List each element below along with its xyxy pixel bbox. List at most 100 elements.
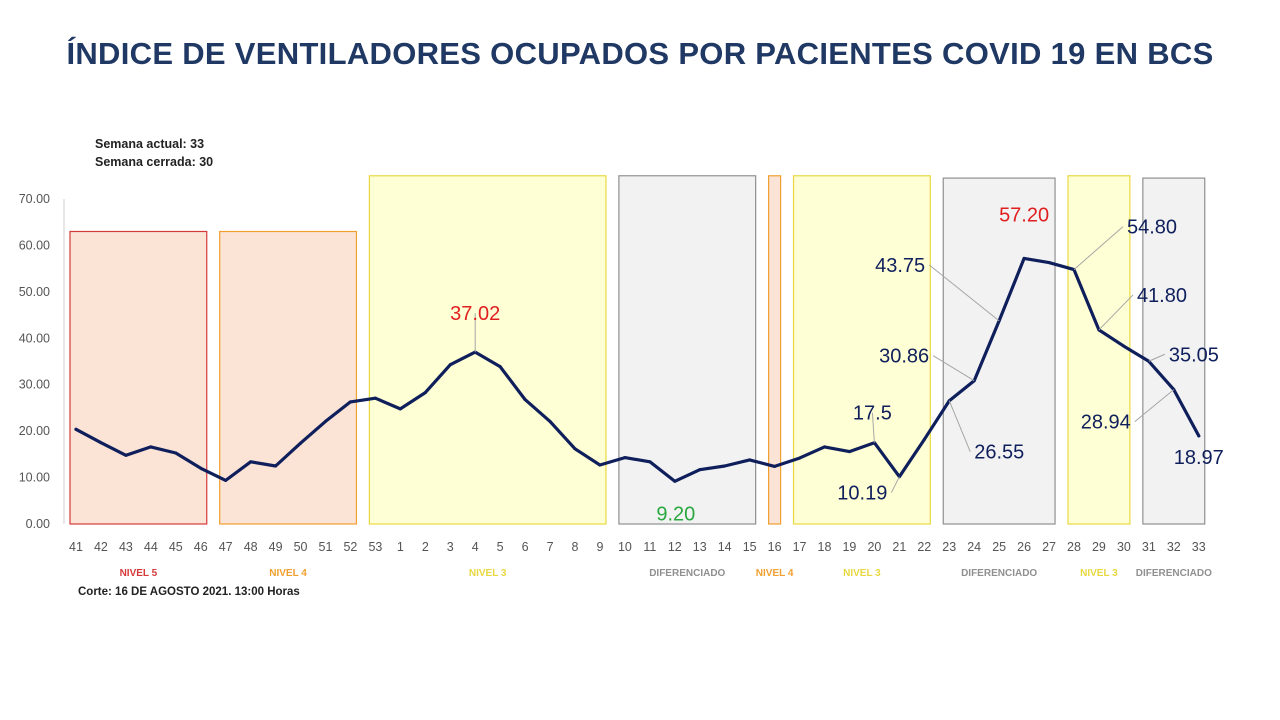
data-label-26: 57.20 — [999, 204, 1049, 226]
data-point — [1022, 256, 1026, 260]
x-tick-label: 28 — [1067, 540, 1081, 554]
data-label-4: 37.02 — [450, 303, 500, 325]
y-tick-label: 0.00 — [26, 517, 50, 531]
data-point — [199, 466, 203, 470]
data-point — [748, 458, 752, 462]
x-tick-label: 41 — [69, 540, 83, 554]
x-tick-label: 6 — [522, 540, 529, 554]
zone-diferenciado-6 — [942, 177, 1056, 525]
data-label-29: 41.80 — [1137, 285, 1187, 307]
x-tick-label: 45 — [169, 540, 183, 554]
leader-line-10 — [1148, 353, 1166, 362]
data-point — [573, 447, 577, 451]
zone-diferenciado-8 — [1142, 177, 1206, 525]
zones-layer — [69, 175, 1206, 525]
x-tick-label: 18 — [818, 540, 832, 554]
data-point — [224, 478, 228, 482]
zone-nivel5-0 — [69, 230, 208, 525]
data-label-24: 30.86 — [879, 346, 929, 368]
zone-nivel3-7 — [1067, 175, 1131, 525]
x-tick-label: 46 — [194, 540, 208, 554]
zone-nivel3-2 — [368, 175, 607, 525]
line-layer — [74, 256, 1201, 483]
data-point — [398, 407, 402, 411]
leader-line-7 — [928, 264, 1000, 322]
leader-line-4 — [890, 476, 900, 493]
x-tick-label: 3 — [447, 540, 454, 554]
zone-label-4: NIVEL 4 — [756, 568, 794, 579]
leader-line-11 — [1134, 389, 1175, 423]
x-tick-label: 14 — [718, 540, 732, 554]
y-tick-label: 20.00 — [19, 424, 50, 438]
data-label-21: 10.19 — [837, 483, 887, 505]
x-tick-label: 9 — [596, 540, 603, 554]
leader-line-6 — [948, 400, 971, 452]
leader-line-8 — [1073, 226, 1124, 270]
data-label-20: 17.5 — [853, 403, 892, 425]
data-label-12: 9.20 — [656, 503, 695, 525]
x-tick-label: 1 — [397, 540, 404, 554]
x-tick-label: 21 — [892, 540, 906, 554]
leader-line-3 — [871, 412, 875, 443]
x-tick-label: 24 — [967, 540, 981, 554]
x-tick-label: 20 — [867, 540, 881, 554]
data-point — [1197, 434, 1201, 438]
label-layer: NIVEL 5 NIVEL 4 NIVEL 3 DIFERENCIADO NIVEL 4… — [120, 204, 1224, 579]
data-point — [598, 463, 602, 467]
x-tick-label: 48 — [244, 540, 258, 554]
x-tick-label: 42 — [94, 540, 108, 554]
zone-label-8: DIFERENCIADO — [1136, 568, 1212, 579]
zone-label-1: NIVEL 4 — [269, 568, 307, 579]
zone-label-7: NIVEL 3 — [1080, 568, 1118, 579]
data-point — [723, 464, 727, 468]
data-point — [149, 445, 153, 449]
zone-label-0: NIVEL 5 — [120, 568, 158, 579]
x-tick-label: 44 — [144, 540, 158, 554]
x-tick-label: 51 — [319, 540, 333, 554]
data-point — [548, 419, 552, 423]
data-label-25: 43.75 — [875, 255, 925, 277]
data-label-31: 35.05 — [1169, 344, 1219, 366]
y-tick-label: 40.00 — [19, 331, 50, 345]
zone-diferenciado-3 — [618, 175, 757, 525]
x-tick-label: 47 — [219, 540, 233, 554]
x-tick-label: 29 — [1092, 540, 1106, 554]
x-tick-label: 52 — [343, 540, 357, 554]
data-point — [847, 450, 851, 454]
x-tick-label: 16 — [768, 540, 782, 554]
x-tick-label: 10 — [618, 540, 632, 554]
x-tick-label: 43 — [119, 540, 133, 554]
data-point — [373, 396, 377, 400]
data-label-33: 18.97 — [1174, 447, 1224, 469]
x-tick-label: 53 — [368, 540, 382, 554]
data-point — [99, 441, 103, 445]
x-tick-label: 15 — [743, 540, 757, 554]
x-tick-label: 8 — [572, 540, 579, 554]
chart-title: ÍNDICE DE VENTILADORES OCUPADOS POR PACI… — [66, 36, 1214, 71]
data-point — [324, 419, 327, 423]
y-tick-label: 10.00 — [19, 471, 50, 485]
data-point — [423, 391, 427, 395]
data-point — [798, 456, 802, 460]
y-tick-label: 50.00 — [19, 285, 50, 299]
data-point — [448, 363, 452, 367]
data-point — [299, 441, 303, 445]
y-tick-label: 30.00 — [19, 378, 50, 392]
x-tick-label: 32 — [1167, 540, 1181, 554]
data-label-28: 54.80 — [1127, 217, 1177, 239]
data-point — [174, 451, 178, 455]
data-point — [698, 468, 702, 472]
x-tick-label: 13 — [693, 540, 707, 554]
data-point — [673, 479, 677, 483]
data-point — [348, 400, 352, 404]
x-tick-label: 30 — [1117, 540, 1131, 554]
x-tick-label: 25 — [992, 540, 1006, 554]
series-line — [74, 256, 1201, 483]
zone-nivel4-4 — [767, 175, 782, 525]
x-tick-label: 12 — [668, 540, 682, 554]
data-point — [1047, 261, 1051, 265]
zone-label-3: DIFERENCIADO — [649, 568, 725, 579]
x-tick-label: 27 — [1042, 540, 1056, 554]
data-point — [623, 456, 627, 460]
data-point — [1122, 344, 1126, 348]
